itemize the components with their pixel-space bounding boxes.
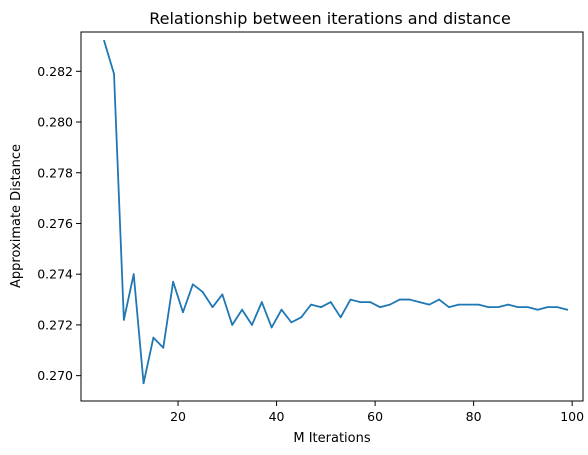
data-point bbox=[369, 301, 371, 303]
data-point bbox=[497, 306, 499, 308]
x-axis: 20 40 60 80 100 bbox=[170, 401, 584, 424]
data-point bbox=[290, 321, 292, 323]
y-tick-label: 0.282 bbox=[37, 64, 73, 79]
data-point bbox=[320, 306, 322, 308]
data-point bbox=[379, 306, 381, 308]
x-tick-label: 40 bbox=[269, 409, 285, 424]
y-tick-label: 0.272 bbox=[37, 317, 73, 332]
y-tick-label: 0.274 bbox=[37, 267, 73, 282]
y-axis: 0.270 0.272 0.274 0.276 0.278 0.280 0.282 bbox=[37, 64, 81, 383]
data-point bbox=[300, 316, 302, 318]
y-tick-label: 0.276 bbox=[37, 216, 73, 231]
data-point bbox=[143, 382, 145, 384]
data-point bbox=[547, 306, 549, 308]
x-axis-label: M Iterations bbox=[293, 431, 370, 446]
data-point bbox=[261, 301, 263, 303]
x-tick-label: 80 bbox=[466, 409, 482, 424]
data-point bbox=[468, 304, 470, 306]
data-point bbox=[231, 324, 233, 326]
data-point bbox=[162, 347, 164, 349]
series-line bbox=[104, 41, 567, 383]
data-point bbox=[409, 299, 411, 301]
y-tick-label: 0.270 bbox=[37, 368, 73, 383]
plot-area bbox=[81, 32, 583, 401]
data-point bbox=[488, 306, 490, 308]
x-tick-label: 20 bbox=[170, 409, 186, 424]
data-point bbox=[399, 299, 401, 301]
data-point bbox=[153, 337, 155, 339]
data-point bbox=[527, 306, 529, 308]
data-point bbox=[103, 40, 105, 42]
data-point bbox=[310, 304, 312, 306]
y-axis-label: Approximate Distance bbox=[9, 144, 24, 288]
data-point bbox=[419, 301, 421, 303]
data-point bbox=[281, 309, 283, 311]
data-point bbox=[340, 316, 342, 318]
data-point bbox=[458, 304, 460, 306]
x-tick-label: 100 bbox=[560, 409, 584, 424]
data-point bbox=[389, 304, 391, 306]
plot-frame bbox=[81, 32, 583, 401]
data-point bbox=[212, 306, 214, 308]
x-tick-label: 60 bbox=[367, 409, 383, 424]
data-point bbox=[192, 283, 194, 285]
data-point bbox=[172, 281, 174, 283]
data-point bbox=[438, 299, 440, 301]
data-point bbox=[507, 304, 509, 306]
data-point bbox=[123, 319, 125, 321]
chart-title: Relationship between iterations and dist… bbox=[149, 9, 511, 28]
series-layer bbox=[103, 40, 568, 384]
data-point bbox=[113, 73, 115, 75]
data-point bbox=[202, 291, 204, 293]
data-point bbox=[182, 311, 184, 313]
data-point bbox=[566, 309, 568, 311]
data-point bbox=[251, 324, 253, 326]
data-point bbox=[448, 306, 450, 308]
data-point bbox=[241, 309, 243, 311]
y-tick-label: 0.280 bbox=[37, 115, 73, 130]
data-point bbox=[271, 327, 273, 329]
data-point bbox=[221, 294, 223, 296]
data-point bbox=[478, 304, 480, 306]
data-point bbox=[133, 273, 135, 275]
data-point bbox=[428, 304, 430, 306]
data-point bbox=[517, 306, 519, 308]
data-point bbox=[359, 301, 361, 303]
data-point bbox=[537, 309, 539, 311]
data-point bbox=[350, 299, 352, 301]
y-tick-label: 0.278 bbox=[37, 165, 73, 180]
data-point bbox=[556, 306, 558, 308]
data-point bbox=[330, 301, 332, 303]
